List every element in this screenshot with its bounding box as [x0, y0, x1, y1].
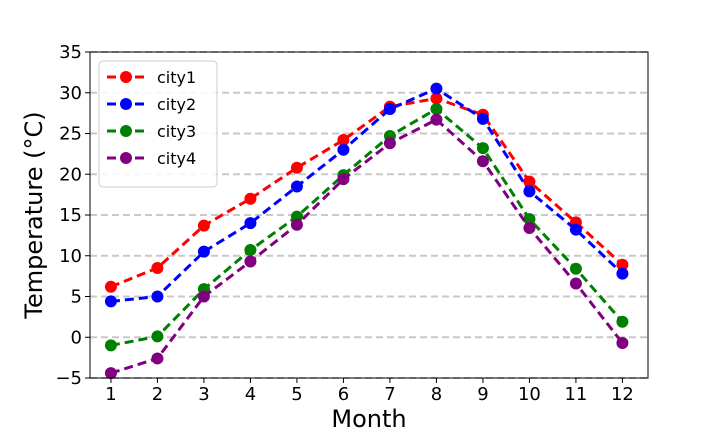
- series-city2: [104, 82, 629, 308]
- x-axis-label: Month: [331, 405, 406, 432]
- data-point: [290, 161, 303, 174]
- data-point: [523, 213, 536, 226]
- data-point: [151, 330, 164, 343]
- data-point: [616, 258, 629, 271]
- y-tick-label: −5: [55, 368, 82, 389]
- series-line: [110, 96, 624, 289]
- legend-marker: [120, 71, 132, 83]
- data-point: [430, 82, 443, 95]
- data-point: [523, 185, 536, 198]
- data-point: [569, 262, 582, 275]
- series-layer: [104, 82, 629, 380]
- x-tick-label: 10: [518, 384, 541, 405]
- data-point: [104, 295, 117, 308]
- y-tick-label: 5: [71, 287, 82, 308]
- data-point: [430, 92, 443, 105]
- data-point: [197, 219, 210, 232]
- data-point: [104, 367, 117, 380]
- data-point: [151, 290, 164, 303]
- legend-item-city2: city2: [107, 95, 196, 114]
- legend-marker: [120, 152, 132, 164]
- data-point: [476, 112, 489, 125]
- data-point: [104, 339, 117, 352]
- series-line: [110, 117, 624, 375]
- data-point: [430, 113, 443, 126]
- data-point: [290, 218, 303, 231]
- data-point: [290, 180, 303, 193]
- data-point: [197, 290, 210, 303]
- x-tick-label: 8: [431, 384, 442, 405]
- data-point: [197, 245, 210, 258]
- data-point: [244, 192, 257, 205]
- data-point: [337, 173, 350, 186]
- data-point: [244, 244, 257, 257]
- data-point: [616, 315, 629, 328]
- data-point: [616, 267, 629, 280]
- data-point: [104, 280, 117, 293]
- y-tick-label: 20: [59, 164, 82, 185]
- x-tick-label: 1: [105, 384, 116, 405]
- y-tick-label: 35: [59, 42, 82, 63]
- data-point: [244, 217, 257, 230]
- x-tick-label: 11: [564, 384, 587, 405]
- data-point: [151, 261, 164, 274]
- x-tick-label: 9: [477, 384, 488, 405]
- data-point: [430, 103, 443, 116]
- data-point: [616, 336, 629, 349]
- y-axis-label: Temperature (°C): [20, 111, 48, 319]
- x-tick-label: 4: [245, 384, 256, 405]
- y-tick-label: 25: [59, 124, 82, 145]
- data-point: [337, 134, 350, 147]
- series-line: [110, 107, 624, 347]
- series-line: [110, 86, 624, 303]
- y-tick-label: 10: [59, 246, 82, 267]
- y-tick-label: 15: [59, 205, 82, 226]
- y-tick-label: 30: [59, 83, 82, 104]
- x-tick-label: 2: [152, 384, 163, 405]
- legend-marker: [120, 125, 132, 137]
- legend-label: city2: [157, 95, 196, 114]
- data-point: [523, 175, 536, 188]
- data-point: [476, 142, 489, 155]
- data-point: [476, 155, 489, 168]
- x-tick-label: 7: [384, 384, 395, 405]
- data-point: [151, 352, 164, 365]
- data-point: [337, 143, 350, 156]
- legend-item-city1: city1: [107, 68, 196, 87]
- legend-marker: [120, 98, 132, 110]
- x-tick-label: 3: [198, 384, 209, 405]
- legend-item-city3: city3: [107, 122, 196, 141]
- series-city4: [104, 113, 629, 380]
- x-tick-label: 12: [611, 384, 634, 405]
- legend-item-city4: city4: [107, 149, 196, 168]
- x-tick-label: 5: [291, 384, 302, 405]
- data-point: [569, 277, 582, 290]
- legend: city1 city2 city3 city4: [98, 60, 218, 188]
- data-point: [569, 223, 582, 236]
- x-tick-label: 6: [338, 384, 349, 405]
- y-tick-label: 0: [71, 327, 82, 348]
- data-point: [523, 222, 536, 235]
- legend-label: city1: [157, 68, 196, 87]
- legend-label: city4: [157, 149, 196, 168]
- data-point: [383, 103, 396, 116]
- data-point: [244, 255, 257, 268]
- data-point: [383, 137, 396, 150]
- legend-label: city3: [157, 122, 196, 141]
